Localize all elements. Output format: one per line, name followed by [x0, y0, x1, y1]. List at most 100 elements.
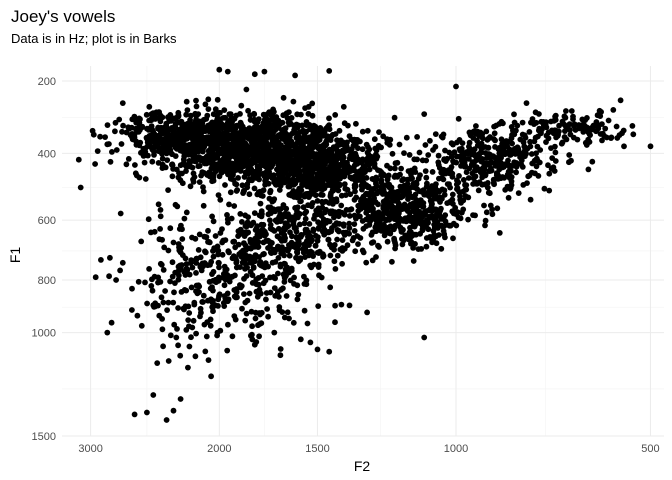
- data-point: [518, 161, 524, 168]
- data-point: [303, 122, 310, 128]
- data-point: [334, 149, 341, 156]
- data-point: [215, 277, 222, 284]
- data-point: [334, 252, 341, 259]
- data-point: [450, 159, 457, 166]
- data-point: [347, 168, 354, 175]
- data-point: [549, 127, 555, 134]
- data-point: [191, 301, 198, 308]
- data-point: [370, 208, 376, 215]
- data-point: [303, 173, 310, 180]
- data-point: [229, 333, 236, 340]
- data-point: [152, 303, 159, 310]
- data-point: [266, 122, 273, 128]
- data-point: [210, 268, 217, 275]
- data-point: [368, 232, 375, 238]
- data-point: [320, 173, 326, 180]
- data-point: [314, 346, 321, 353]
- data-point: [297, 336, 304, 343]
- data-point: [252, 227, 259, 233]
- data-point: [433, 240, 440, 247]
- data-point: [107, 254, 113, 261]
- data-point: [255, 116, 262, 122]
- data-point: [559, 139, 566, 146]
- data-point: [292, 156, 299, 163]
- data-point: [340, 103, 347, 110]
- data-point: [384, 139, 391, 146]
- data-point: [444, 155, 451, 162]
- data-point: [215, 192, 222, 199]
- data-point: [231, 238, 238, 245]
- data-point: [224, 68, 231, 75]
- data-point: [286, 252, 293, 259]
- data-point: [169, 161, 175, 168]
- data-point: [439, 215, 446, 222]
- data-point: [250, 243, 257, 250]
- data-point: [245, 229, 252, 236]
- data-point: [144, 300, 151, 307]
- data-point: [508, 150, 515, 157]
- data-point: [136, 119, 143, 126]
- data-point: [435, 152, 442, 159]
- data-point: [159, 326, 166, 333]
- data-point: [142, 279, 148, 286]
- data-point: [184, 120, 191, 127]
- data-point: [384, 176, 391, 183]
- data-point: [285, 211, 291, 218]
- data-point: [117, 210, 124, 217]
- data-point: [251, 185, 258, 192]
- data-point: [297, 161, 304, 168]
- data-point: [331, 179, 337, 186]
- data-point: [341, 232, 348, 238]
- data-point: [310, 253, 316, 259]
- data-point: [338, 301, 345, 308]
- data-point: [281, 226, 288, 233]
- data-point: [546, 187, 553, 194]
- data-point: [157, 213, 164, 220]
- data-point: [315, 205, 322, 212]
- data-point: [213, 246, 220, 253]
- data-point: [317, 182, 324, 188]
- data-point: [196, 140, 203, 147]
- data-point: [253, 144, 260, 151]
- data-point: [472, 212, 478, 219]
- y-tick-label: 1000: [32, 328, 56, 340]
- data-point: [275, 139, 282, 146]
- data-point: [283, 205, 290, 212]
- data-point: [217, 150, 224, 157]
- data-point: [326, 126, 333, 133]
- data-point: [220, 164, 227, 170]
- data-point: [306, 221, 313, 227]
- data-point: [422, 168, 429, 175]
- data-point: [286, 109, 292, 115]
- data-point: [419, 157, 426, 164]
- data-point: [195, 247, 202, 253]
- data-point: [338, 202, 345, 209]
- data-point: [283, 272, 289, 279]
- data-point: [252, 309, 259, 316]
- data-point: [621, 143, 627, 150]
- data-point: [404, 181, 411, 187]
- data-point: [186, 343, 193, 350]
- data-point: [268, 250, 275, 256]
- data-point: [305, 110, 312, 117]
- data-point: [231, 313, 238, 319]
- data-point: [422, 211, 428, 218]
- data-point: [178, 222, 184, 229]
- data-point: [277, 246, 283, 253]
- data-point: [394, 197, 401, 204]
- data-point: [318, 191, 324, 198]
- data-point: [98, 257, 104, 263]
- data-point: [484, 180, 491, 186]
- data-point: [456, 173, 462, 179]
- data-point: [324, 133, 331, 140]
- data-point: [354, 160, 361, 167]
- data-point: [584, 124, 590, 131]
- data-point: [346, 155, 353, 162]
- data-point: [548, 118, 554, 125]
- data-point: [348, 206, 355, 213]
- data-point: [258, 262, 264, 269]
- data-point: [167, 225, 174, 232]
- data-point: [214, 128, 220, 135]
- data-point: [155, 279, 161, 286]
